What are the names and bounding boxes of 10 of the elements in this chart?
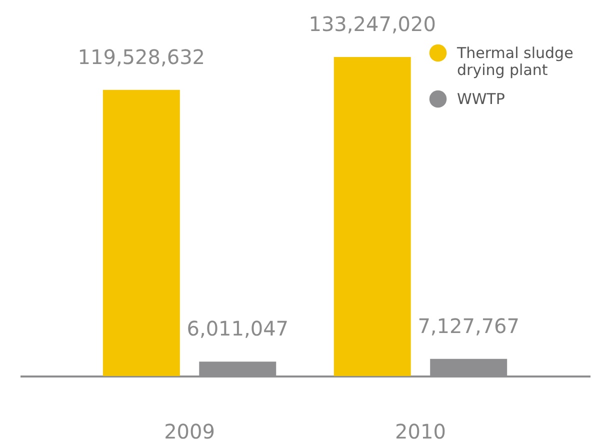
x-tick-label: 2010 <box>395 420 446 444</box>
data-label: 7,127,767 <box>418 314 520 338</box>
x-tick-label: 2009 <box>164 420 215 444</box>
bar <box>334 57 411 376</box>
data-label: 119,528,632 <box>78 44 206 69</box>
data-label: 133,247,020 <box>308 12 436 36</box>
legend-label: Thermal sludge drying plant <box>456 44 574 79</box>
bar <box>102 90 180 376</box>
data-label: 6,011,047 <box>186 316 289 341</box>
legend-label: WWTP <box>457 90 505 108</box>
